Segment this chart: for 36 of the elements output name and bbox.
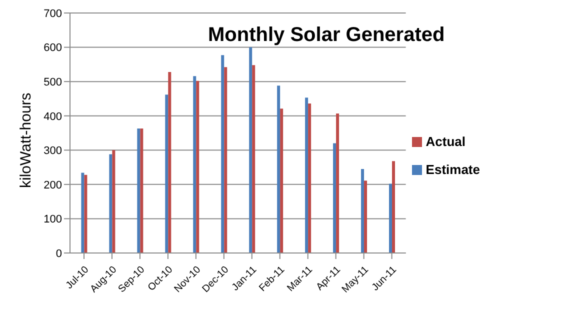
- bar: [140, 128, 144, 253]
- bar: [112, 150, 116, 253]
- bar: [336, 113, 340, 253]
- bar: [277, 86, 280, 253]
- bar: [224, 67, 228, 253]
- bar: [392, 161, 396, 253]
- text: Monthly Solar Generated: [208, 24, 445, 47]
- bar: [196, 80, 200, 253]
- bar: [137, 128, 140, 253]
- legend-label: Actual: [426, 134, 466, 148]
- bar: [168, 72, 172, 253]
- y-tick-label: 700: [44, 8, 62, 20]
- bar: [308, 104, 312, 253]
- bar: [280, 108, 284, 253]
- bar: [361, 169, 364, 253]
- bar: [364, 180, 368, 253]
- y-tick-label: 200: [44, 179, 62, 192]
- bar: [165, 94, 168, 253]
- bar: [221, 55, 224, 253]
- bar: [333, 143, 336, 253]
- bar: [109, 154, 112, 253]
- bar: [389, 184, 392, 253]
- y-tick-label: 300: [44, 145, 62, 158]
- bar: [249, 47, 252, 253]
- bar: [193, 76, 196, 253]
- y-axis-title: kiloWatt-hours: [17, 92, 34, 188]
- bar: [252, 65, 256, 253]
- bar: [84, 174, 88, 253]
- y-tick-label: 600: [44, 42, 62, 54]
- bar: [81, 172, 84, 253]
- y-tick-label: 500: [44, 76, 62, 88]
- bar: [305, 98, 308, 253]
- y-tick-label: 100: [44, 214, 62, 226]
- y-tick-label: 400: [44, 110, 62, 123]
- legend-label: Estimate: [426, 162, 480, 176]
- y-tick-label: 0: [56, 248, 62, 260]
